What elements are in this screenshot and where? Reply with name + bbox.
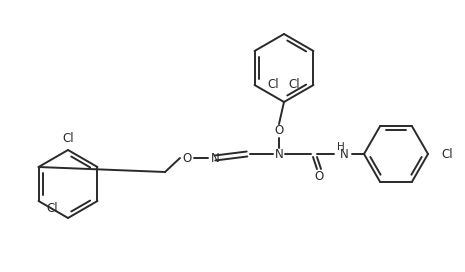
Text: N: N — [339, 147, 348, 160]
Text: N: N — [275, 147, 283, 160]
Text: Cl: Cl — [62, 131, 74, 144]
Text: O: O — [274, 125, 284, 138]
Text: Cl: Cl — [441, 147, 452, 160]
Text: Cl: Cl — [46, 202, 58, 215]
Text: N: N — [211, 152, 219, 165]
Text: H: H — [337, 142, 345, 152]
Text: Cl: Cl — [267, 79, 279, 91]
Text: O: O — [314, 169, 324, 183]
Text: O: O — [182, 152, 192, 165]
Text: Cl: Cl — [289, 79, 300, 91]
